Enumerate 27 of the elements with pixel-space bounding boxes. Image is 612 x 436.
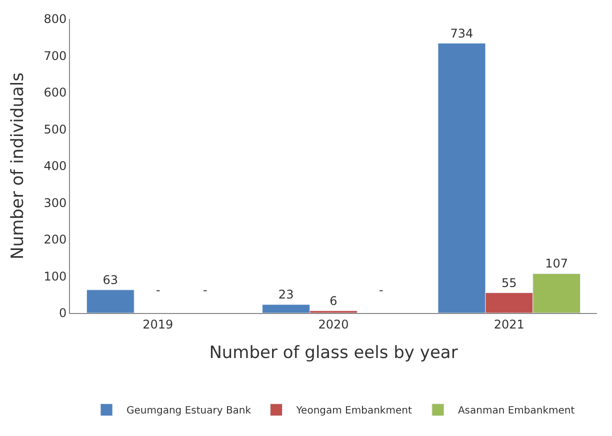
data-label: 734 — [450, 26, 474, 40]
y-tick-label: 0 — [58, 306, 67, 320]
y-tick-label: 600 — [44, 86, 67, 100]
y-axis-title: Number of individuals — [8, 72, 28, 260]
data-label: 107 — [545, 256, 568, 271]
data-label: 63 — [102, 272, 118, 287]
text: - — [156, 283, 160, 297]
bar — [86, 290, 134, 313]
x-axis-title: Number of glass eels by year — [209, 342, 458, 363]
data-label: 23 — [278, 288, 294, 302]
text: - — [203, 283, 208, 297]
data-label: 55 — [502, 276, 517, 290]
y-tick-label: 100 — [44, 269, 67, 284]
y-tick-label: 200 — [44, 232, 67, 247]
legend-label: Asanman Embankment — [458, 406, 575, 417]
data-label: 6 — [330, 294, 338, 308]
x-tick-label: 2019 — [142, 317, 174, 332]
legend-label: Geumgang Estuary Bank — [126, 406, 252, 417]
x-tick-label: 2021 — [494, 317, 524, 332]
text: - — [379, 283, 384, 297]
y-tick-label: 800 — [44, 12, 67, 26]
y-tick-label: 500 — [44, 122, 67, 136]
y-tick-label: 300 — [44, 196, 67, 210]
legend-label: Yeongam Embankment — [295, 406, 412, 417]
x-tick-label: 2020 — [318, 317, 349, 332]
y-tick-label: 700 — [44, 48, 67, 63]
y-tick-label: 400 — [44, 159, 67, 174]
